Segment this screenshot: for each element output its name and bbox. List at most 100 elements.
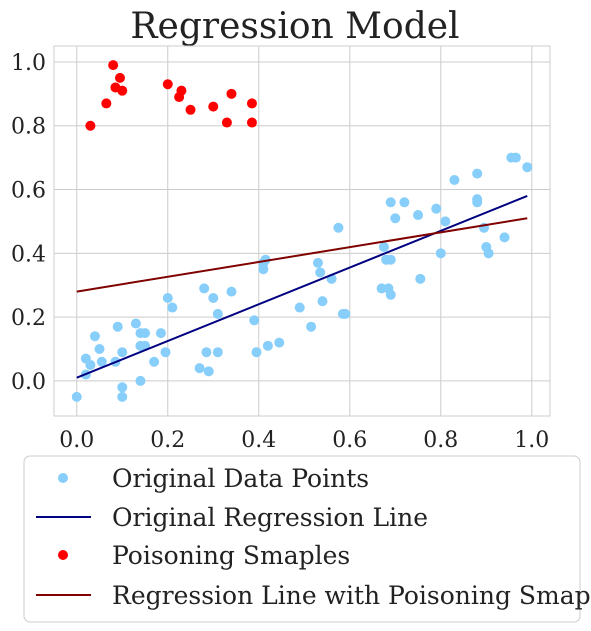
data-point bbox=[415, 273, 426, 284]
poison-point bbox=[85, 120, 96, 131]
data-point bbox=[385, 289, 396, 300]
data-point bbox=[390, 213, 401, 224]
series-0 bbox=[71, 152, 533, 402]
data-point bbox=[208, 292, 219, 303]
legend-marker bbox=[58, 550, 68, 560]
data-point bbox=[337, 308, 348, 319]
data-point bbox=[399, 197, 410, 208]
y-tick-labels: 0.0 0.2 0.4 0.6 0.8 1.0 bbox=[11, 51, 46, 395]
data-point bbox=[94, 344, 105, 355]
data-point bbox=[317, 296, 328, 307]
data-point bbox=[201, 347, 212, 358]
series-layer bbox=[71, 60, 533, 402]
data-point bbox=[203, 366, 214, 377]
legend-marker bbox=[58, 473, 68, 483]
data-point bbox=[212, 347, 223, 358]
legend: Original Data Points Original Regression … bbox=[23, 455, 591, 623]
poison-point bbox=[221, 117, 232, 128]
data-point bbox=[212, 308, 223, 319]
data-point bbox=[71, 391, 82, 402]
data-point bbox=[440, 216, 451, 227]
data-point bbox=[155, 328, 166, 339]
data-point bbox=[140, 328, 151, 339]
data-point bbox=[249, 315, 260, 326]
data-point bbox=[262, 340, 273, 351]
data-point bbox=[117, 382, 128, 393]
data-point bbox=[149, 356, 160, 367]
data-point bbox=[385, 254, 396, 265]
poison-point bbox=[176, 85, 187, 96]
data-point bbox=[315, 267, 326, 278]
y-tick-label: 0.2 bbox=[11, 306, 46, 331]
legend-label: Original Data Points bbox=[112, 464, 369, 493]
x-tick-label: 0.6 bbox=[332, 428, 367, 453]
data-point bbox=[431, 203, 442, 214]
original-regression-line bbox=[76, 194, 528, 379]
data-point bbox=[85, 359, 96, 370]
data-point bbox=[199, 283, 210, 294]
legend-label: Regression Line with Poisoning Smaples bbox=[112, 581, 591, 610]
poison-point bbox=[108, 60, 119, 71]
data-point bbox=[449, 174, 460, 185]
legend-frame bbox=[23, 455, 581, 623]
data-point bbox=[167, 302, 178, 313]
plot-frame bbox=[53, 45, 551, 417]
data-point bbox=[385, 197, 396, 208]
x-tick-label: 0.0 bbox=[59, 428, 94, 453]
data-point bbox=[378, 241, 389, 252]
grid-lines bbox=[54, 46, 550, 416]
poison-point bbox=[226, 88, 237, 99]
data-point bbox=[226, 286, 237, 297]
poison-point bbox=[246, 117, 257, 128]
data-point bbox=[333, 222, 344, 233]
series-1 bbox=[76, 194, 528, 379]
data-point bbox=[510, 152, 521, 163]
data-point bbox=[472, 168, 483, 179]
data-point bbox=[413, 210, 424, 221]
data-point bbox=[112, 321, 123, 332]
data-point bbox=[160, 347, 171, 358]
data-point bbox=[194, 363, 205, 374]
data-point bbox=[96, 356, 107, 367]
poisoned-regression-line bbox=[76, 217, 528, 293]
data-point bbox=[117, 391, 128, 402]
poison-point bbox=[162, 79, 173, 90]
y-tick-label: 0.0 bbox=[11, 370, 46, 395]
legend-label: Poisoning Smaples bbox=[112, 541, 350, 570]
data-point bbox=[274, 337, 285, 348]
data-point bbox=[522, 162, 533, 173]
data-point bbox=[251, 347, 262, 358]
y-tick-label: 0.4 bbox=[11, 242, 46, 267]
x-tick-label: 0.2 bbox=[150, 428, 185, 453]
data-point bbox=[312, 257, 323, 268]
series-3 bbox=[76, 217, 528, 293]
data-point bbox=[483, 248, 494, 259]
data-point bbox=[162, 292, 173, 303]
data-point bbox=[294, 302, 305, 313]
poison-point bbox=[208, 101, 219, 112]
x-tick-labels: 0.0 0.2 0.4 0.6 0.8 1.0 bbox=[59, 428, 549, 453]
data-point bbox=[117, 347, 128, 358]
x-tick-label: 0.8 bbox=[423, 428, 458, 453]
poison-point bbox=[114, 72, 125, 83]
y-tick-label: 1.0 bbox=[11, 51, 46, 76]
data-point bbox=[435, 248, 446, 259]
data-point bbox=[130, 318, 141, 329]
chart-title: Regression Model bbox=[130, 6, 459, 47]
x-tick-label: 1.0 bbox=[514, 428, 549, 453]
data-point bbox=[135, 375, 146, 386]
poison-point bbox=[101, 98, 112, 109]
legend-label: Original Regression Line bbox=[112, 503, 428, 532]
data-point bbox=[306, 321, 317, 332]
data-point bbox=[89, 331, 100, 342]
y-tick-label: 0.8 bbox=[11, 115, 46, 140]
poison-point bbox=[185, 104, 196, 115]
series-2 bbox=[85, 60, 257, 131]
y-tick-label: 0.6 bbox=[11, 179, 46, 204]
poison-point bbox=[117, 85, 128, 96]
data-point bbox=[499, 232, 510, 243]
poison-point bbox=[246, 98, 257, 109]
x-tick-label: 0.4 bbox=[241, 428, 276, 453]
data-point bbox=[472, 197, 483, 208]
